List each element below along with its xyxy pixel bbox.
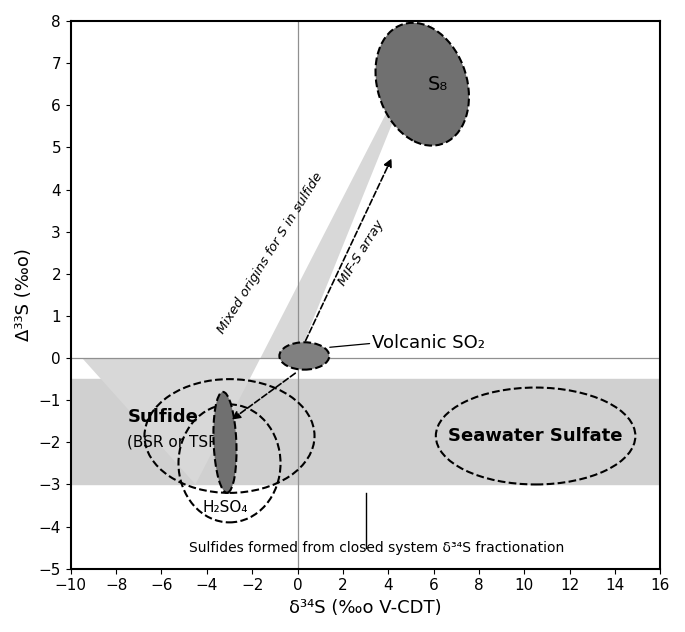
Text: S₈: S₈ bbox=[428, 75, 448, 94]
Text: Seawater Sulfate: Seawater Sulfate bbox=[449, 427, 623, 445]
Text: H₂SO₄: H₂SO₄ bbox=[202, 500, 248, 515]
Ellipse shape bbox=[375, 23, 469, 145]
Ellipse shape bbox=[214, 392, 236, 493]
Bar bbox=[71, 379, 660, 485]
Y-axis label: Δ³³S (‰o): Δ³³S (‰o) bbox=[15, 248, 33, 341]
X-axis label: δ³⁴S (‰o V-CDT): δ³⁴S (‰o V-CDT) bbox=[289, 599, 442, 617]
Ellipse shape bbox=[279, 343, 329, 370]
Text: (BSR or TSR): (BSR or TSR) bbox=[127, 435, 225, 450]
Text: Mixed origins for S in sulfide: Mixed origins for S in sulfide bbox=[215, 170, 325, 336]
Polygon shape bbox=[82, 21, 434, 485]
Text: Sulfides formed from closed system δ³⁴S fractionation: Sulfides formed from closed system δ³⁴S … bbox=[189, 540, 564, 555]
Text: MIF-S array: MIF-S array bbox=[336, 217, 386, 288]
Text: Volcanic SO₂: Volcanic SO₂ bbox=[373, 334, 486, 352]
Text: Sulfide: Sulfide bbox=[127, 408, 199, 426]
Ellipse shape bbox=[436, 387, 636, 485]
